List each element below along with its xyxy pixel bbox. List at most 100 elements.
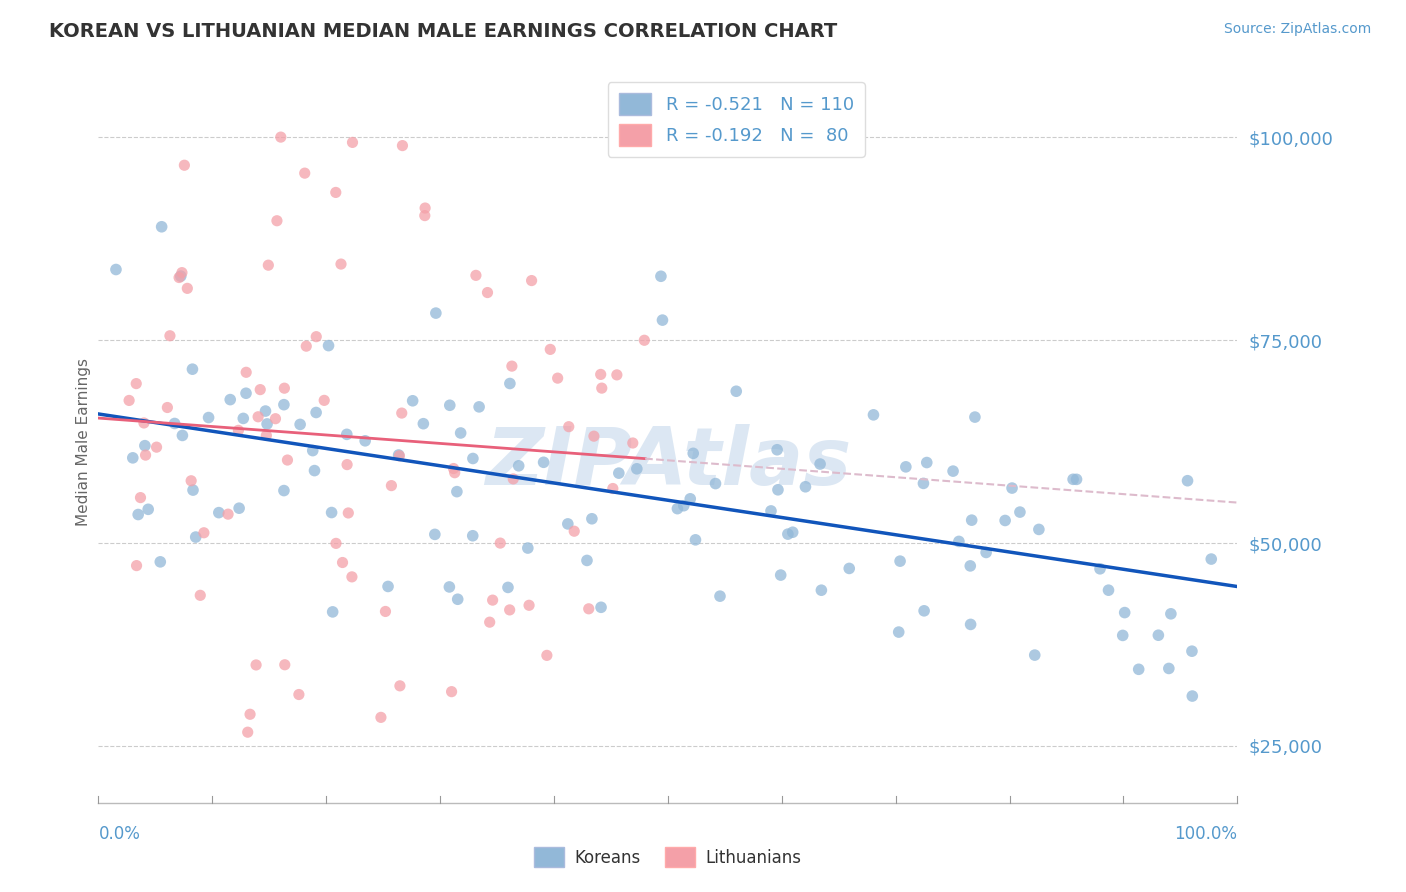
Point	[533, 455, 555, 469]
Point	[782, 525, 804, 540]
Point	[1114, 606, 1136, 620]
Point	[963, 410, 986, 425]
Point	[776, 527, 799, 541]
Point	[447, 592, 470, 607]
Point	[558, 419, 581, 434]
Point	[704, 476, 727, 491]
Point	[295, 339, 318, 353]
Point	[650, 269, 672, 284]
Point	[197, 410, 219, 425]
Point	[305, 329, 328, 343]
Point	[536, 648, 558, 663]
Point	[413, 209, 436, 223]
Point	[464, 268, 486, 283]
Point	[578, 602, 600, 616]
Point	[496, 581, 519, 595]
Point	[401, 393, 423, 408]
Point	[1001, 481, 1024, 495]
Point	[446, 484, 468, 499]
Point	[336, 427, 359, 442]
Point	[477, 285, 499, 300]
Point	[994, 514, 1017, 528]
Point	[256, 417, 278, 431]
Point	[508, 458, 530, 473]
Point	[132, 416, 155, 430]
Point	[180, 474, 202, 488]
Point	[336, 458, 359, 472]
Point	[1160, 607, 1182, 621]
Point	[709, 589, 731, 603]
Point	[305, 405, 328, 419]
Point	[769, 568, 792, 582]
Point	[273, 381, 295, 395]
Point	[181, 483, 204, 497]
Point	[685, 533, 707, 547]
Point	[666, 501, 689, 516]
Point	[651, 313, 673, 327]
Point	[498, 603, 520, 617]
Point	[894, 459, 917, 474]
Point	[602, 482, 624, 496]
Point	[1128, 662, 1150, 676]
Point	[621, 436, 644, 450]
Point	[217, 507, 239, 521]
Point	[1199, 552, 1222, 566]
Point	[517, 599, 540, 613]
Point	[589, 368, 612, 382]
Point	[468, 400, 491, 414]
Point	[1066, 472, 1088, 486]
Point	[370, 710, 392, 724]
Point	[391, 406, 413, 420]
Point	[557, 516, 579, 531]
Point	[388, 679, 411, 693]
Point	[273, 398, 295, 412]
Point	[129, 491, 152, 505]
Point	[481, 593, 503, 607]
Point	[1028, 523, 1050, 537]
Point	[264, 411, 287, 425]
Point	[633, 333, 655, 347]
Point	[340, 570, 363, 584]
Point	[380, 478, 402, 492]
Point	[228, 501, 250, 516]
Point	[959, 558, 981, 573]
Point	[443, 466, 465, 480]
Point	[499, 376, 522, 391]
Point	[889, 554, 911, 568]
Point	[273, 483, 295, 498]
Point	[412, 417, 434, 431]
Point	[118, 393, 141, 408]
Point	[391, 138, 413, 153]
Text: ZIPAtlas: ZIPAtlas	[485, 425, 851, 502]
Point	[208, 506, 231, 520]
Point	[388, 449, 411, 463]
Point	[1177, 474, 1199, 488]
Point	[274, 657, 297, 672]
Text: KOREAN VS LITHUANIAN MEDIAN MALE EARNINGS CORRELATION CHART: KOREAN VS LITHUANIAN MEDIAN MALE EARNING…	[49, 22, 838, 41]
Text: 100.0%: 100.0%	[1174, 825, 1237, 843]
Point	[489, 536, 512, 550]
Point	[181, 362, 204, 376]
Point	[325, 536, 347, 550]
Point	[318, 338, 340, 352]
Point	[439, 580, 461, 594]
Point	[249, 383, 271, 397]
Point	[104, 262, 127, 277]
Point	[1147, 628, 1170, 642]
Point	[145, 440, 167, 454]
Point	[235, 386, 257, 401]
Point	[461, 451, 484, 466]
Point	[1157, 661, 1180, 675]
Point	[294, 166, 316, 180]
Point	[912, 604, 935, 618]
Point	[1181, 644, 1204, 658]
Text: 0.0%: 0.0%	[98, 825, 141, 843]
Point	[838, 561, 860, 575]
Point	[156, 401, 179, 415]
Point	[439, 398, 461, 412]
Point	[974, 545, 997, 559]
Point	[766, 442, 789, 457]
Point	[330, 257, 353, 271]
Point	[547, 371, 569, 385]
Point	[337, 506, 360, 520]
